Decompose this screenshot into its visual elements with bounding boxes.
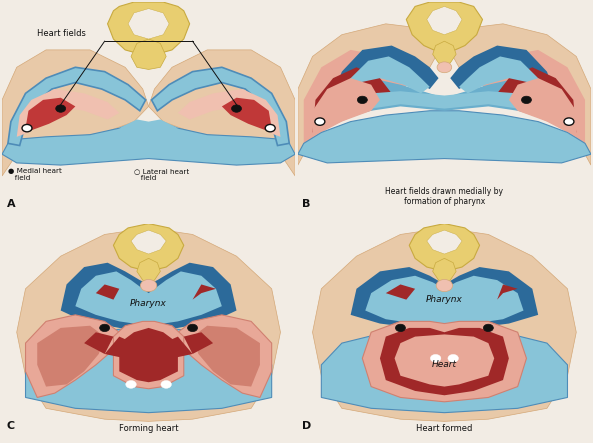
- Polygon shape: [113, 321, 184, 389]
- Circle shape: [521, 96, 531, 104]
- Polygon shape: [497, 284, 518, 299]
- Polygon shape: [2, 122, 295, 165]
- Polygon shape: [113, 224, 184, 272]
- Circle shape: [431, 354, 441, 362]
- Polygon shape: [350, 78, 538, 115]
- Circle shape: [448, 354, 458, 362]
- Text: ● Medial heart
   field: ● Medial heart field: [8, 168, 62, 181]
- Polygon shape: [450, 46, 562, 111]
- Polygon shape: [119, 120, 178, 139]
- Text: Heart fields drawn medially by
formation of pharynx: Heart fields drawn medially by formation…: [385, 187, 503, 206]
- Polygon shape: [362, 321, 527, 402]
- Polygon shape: [84, 332, 113, 354]
- Polygon shape: [25, 315, 119, 397]
- Circle shape: [315, 118, 325, 125]
- Polygon shape: [409, 224, 480, 272]
- Polygon shape: [298, 111, 591, 163]
- Polygon shape: [25, 98, 75, 130]
- Circle shape: [436, 280, 452, 291]
- Circle shape: [437, 62, 452, 73]
- Polygon shape: [365, 276, 524, 328]
- Polygon shape: [406, 2, 483, 54]
- Text: Heart: Heart: [432, 360, 457, 369]
- Polygon shape: [497, 67, 576, 132]
- Circle shape: [231, 105, 241, 112]
- Polygon shape: [60, 263, 237, 332]
- Polygon shape: [184, 332, 213, 354]
- Circle shape: [22, 124, 32, 132]
- Polygon shape: [321, 328, 568, 413]
- Text: ○ Lateral heart
   field: ○ Lateral heart field: [134, 168, 189, 181]
- Polygon shape: [131, 39, 166, 70]
- Text: Heart formed: Heart formed: [416, 424, 473, 433]
- Circle shape: [483, 324, 493, 332]
- Polygon shape: [459, 56, 550, 106]
- Circle shape: [126, 381, 136, 389]
- Polygon shape: [371, 91, 518, 109]
- Circle shape: [161, 381, 171, 389]
- Polygon shape: [119, 328, 178, 382]
- Text: B: B: [302, 199, 311, 210]
- Polygon shape: [149, 50, 295, 176]
- Polygon shape: [131, 230, 166, 254]
- Polygon shape: [444, 24, 591, 165]
- Circle shape: [396, 324, 406, 332]
- Polygon shape: [433, 258, 456, 282]
- Polygon shape: [313, 67, 391, 132]
- Polygon shape: [178, 89, 280, 137]
- Text: Forming heart: Forming heart: [119, 424, 178, 433]
- Polygon shape: [394, 334, 494, 387]
- Polygon shape: [427, 7, 462, 35]
- Polygon shape: [433, 41, 456, 65]
- Polygon shape: [380, 328, 509, 395]
- Polygon shape: [152, 67, 289, 145]
- Polygon shape: [37, 326, 104, 387]
- Text: D: D: [302, 421, 311, 431]
- Polygon shape: [25, 328, 272, 413]
- Polygon shape: [480, 50, 585, 144]
- Polygon shape: [178, 315, 272, 397]
- Polygon shape: [222, 98, 272, 130]
- Text: Heart fields: Heart fields: [37, 29, 86, 38]
- Text: C: C: [7, 421, 15, 431]
- Text: Pharynx: Pharynx: [426, 295, 463, 304]
- Circle shape: [141, 280, 157, 291]
- Polygon shape: [304, 50, 409, 144]
- Polygon shape: [128, 8, 169, 39]
- Polygon shape: [17, 89, 119, 137]
- Circle shape: [187, 324, 197, 332]
- Circle shape: [358, 96, 367, 104]
- Polygon shape: [96, 284, 119, 299]
- Polygon shape: [327, 46, 439, 111]
- Polygon shape: [193, 326, 260, 387]
- Polygon shape: [75, 272, 222, 326]
- Circle shape: [265, 124, 275, 132]
- Polygon shape: [313, 78, 380, 137]
- Circle shape: [564, 118, 574, 125]
- Circle shape: [100, 324, 110, 332]
- Polygon shape: [350, 267, 538, 332]
- Polygon shape: [163, 337, 193, 358]
- Text: Pharynx: Pharynx: [130, 299, 167, 308]
- Polygon shape: [193, 284, 216, 299]
- Polygon shape: [386, 284, 415, 299]
- Polygon shape: [339, 56, 430, 106]
- Polygon shape: [104, 337, 134, 358]
- Polygon shape: [427, 230, 462, 254]
- Polygon shape: [17, 228, 280, 421]
- Text: A: A: [7, 199, 15, 210]
- Polygon shape: [107, 2, 190, 56]
- Polygon shape: [2, 50, 149, 176]
- Polygon shape: [298, 24, 444, 165]
- Polygon shape: [313, 228, 576, 421]
- Polygon shape: [8, 67, 146, 145]
- Polygon shape: [509, 78, 576, 137]
- Polygon shape: [137, 258, 160, 282]
- Circle shape: [56, 105, 66, 112]
